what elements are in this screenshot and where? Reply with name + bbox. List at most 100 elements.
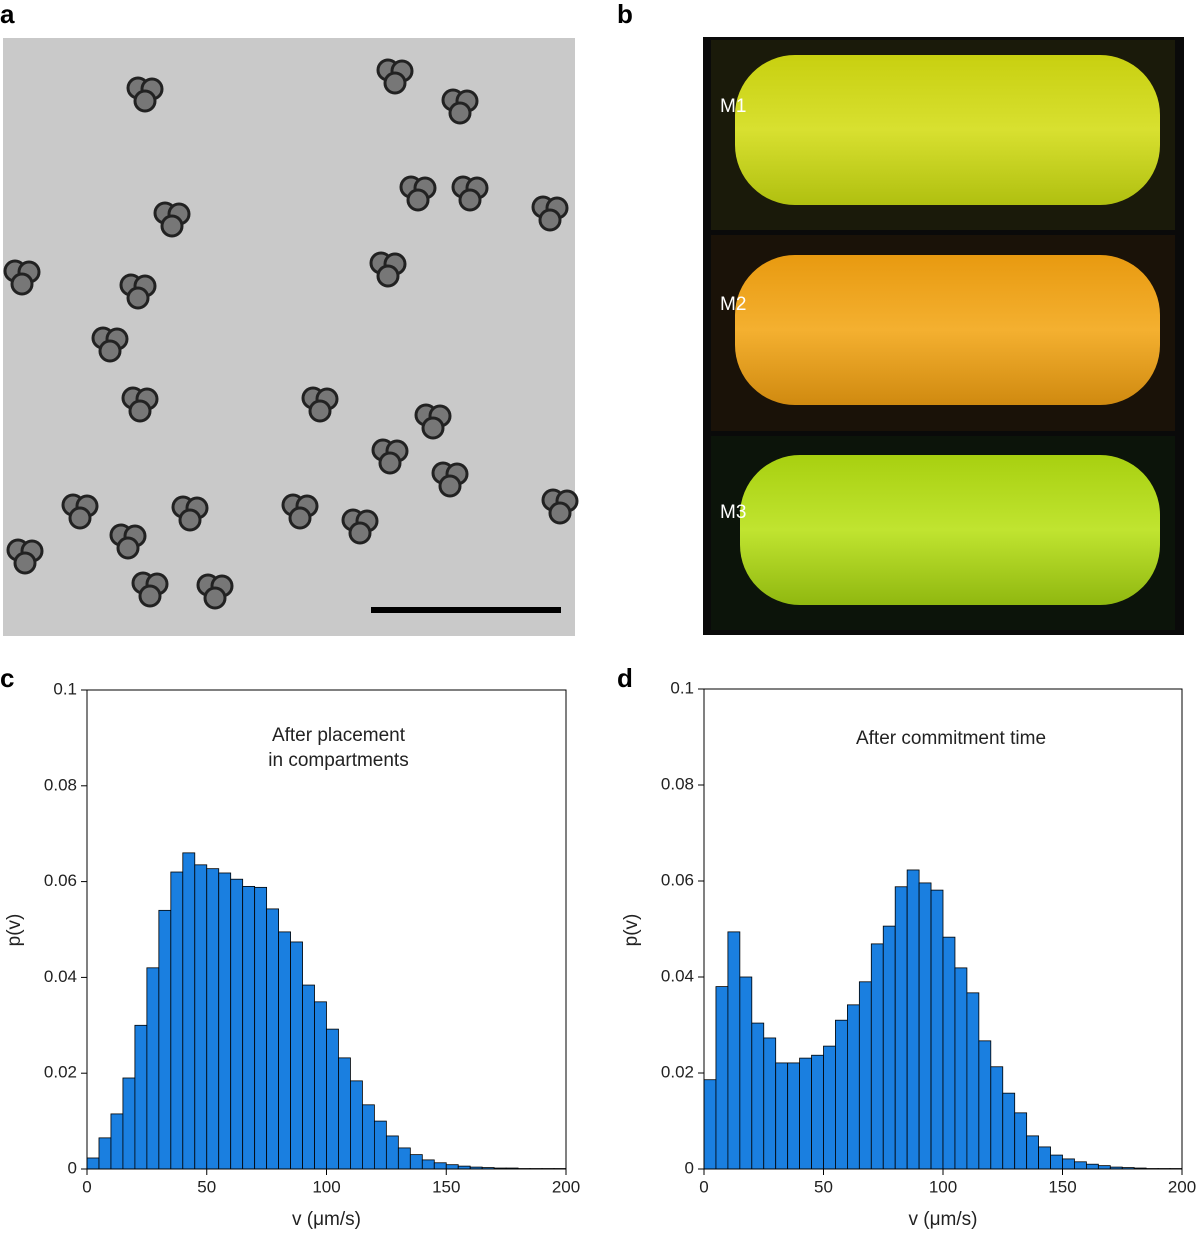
bar <box>122 1077 136 1170</box>
x-tick-label: 0 <box>699 1177 708 1196</box>
y-tick-label: 0 <box>68 1158 77 1177</box>
cell <box>406 188 430 212</box>
bar <box>158 909 172 1170</box>
cell <box>376 264 400 288</box>
cell <box>348 521 372 545</box>
panel-label: a <box>0 0 15 29</box>
bar <box>1026 1135 1040 1170</box>
bar <box>397 1147 411 1170</box>
bar <box>182 852 196 1170</box>
y-tick-label: 0.02 <box>44 1063 77 1082</box>
bar <box>218 872 232 1170</box>
cell <box>203 586 227 610</box>
bar <box>990 1066 1004 1170</box>
cell <box>128 399 152 423</box>
bar <box>894 886 908 1170</box>
bar <box>703 1079 717 1170</box>
x-axis-label: v (μm/s) <box>909 1209 978 1230</box>
y-tick-label: 0.08 <box>44 775 77 794</box>
bar <box>134 1024 148 1170</box>
cell <box>378 451 402 475</box>
cell <box>438 474 462 498</box>
bar <box>835 1019 848 1170</box>
bar <box>1097 1165 1111 1170</box>
flask <box>740 455 1160 605</box>
bar <box>98 1137 112 1170</box>
x-tick-label: 150 <box>1048 1177 1076 1196</box>
x-tick-label: 200 <box>552 1177 580 1196</box>
bar <box>1038 1146 1051 1170</box>
bar <box>823 1045 836 1170</box>
cell <box>98 339 122 363</box>
y-axis-label: p(v) <box>4 914 25 947</box>
cell <box>126 286 150 310</box>
bar <box>433 1162 447 1170</box>
bar <box>206 868 220 1170</box>
bar <box>338 1057 351 1170</box>
bar <box>954 967 968 1170</box>
x-axis-label: v (μm/s) <box>292 1209 361 1230</box>
bar <box>170 871 184 1170</box>
cell <box>383 71 407 95</box>
cell <box>116 536 140 560</box>
cell <box>160 214 184 238</box>
y-tick-label: 0.04 <box>661 966 694 985</box>
bar <box>110 1113 124 1170</box>
y-tick-label: 0 <box>685 1158 694 1177</box>
annotation: After commitment time <box>856 728 1046 749</box>
bar <box>906 869 920 1170</box>
y-tick-label: 0.02 <box>661 1062 694 1081</box>
bar <box>1014 1112 1028 1170</box>
micrograph <box>3 38 575 636</box>
bar <box>942 936 956 1170</box>
bar <box>314 1001 327 1170</box>
cell <box>288 506 312 530</box>
y-tick-label: 0.06 <box>661 870 694 889</box>
bar <box>1050 1154 1063 1170</box>
bar <box>799 1057 812 1170</box>
bar <box>930 889 944 1170</box>
x-tick-label: 150 <box>432 1177 460 1196</box>
cell <box>13 551 37 575</box>
cells <box>3 58 579 610</box>
flask-label: M3 <box>720 502 746 523</box>
x-tick-label: 50 <box>197 1177 216 1196</box>
bar <box>715 986 729 1170</box>
annotation: in compartments <box>268 750 408 771</box>
bar <box>385 1135 399 1170</box>
cell <box>10 272 34 296</box>
bar <box>421 1159 435 1170</box>
cell <box>178 508 202 532</box>
flask <box>735 55 1160 205</box>
cell <box>133 89 157 113</box>
cell <box>308 399 332 423</box>
flask-label: M2 <box>720 294 746 315</box>
cell <box>548 501 572 525</box>
bar <box>373 1120 387 1170</box>
cell <box>458 188 482 212</box>
bar <box>918 882 932 1170</box>
y-tick-label: 0.08 <box>661 774 694 793</box>
bar <box>870 943 884 1170</box>
bar <box>290 941 303 1170</box>
bar <box>882 925 896 1170</box>
cell <box>138 584 162 608</box>
bar <box>811 1054 824 1170</box>
x-tick-label: 0 <box>82 1177 91 1196</box>
y-tick-label: 0.06 <box>44 871 77 890</box>
bar <box>445 1164 459 1170</box>
bar <box>739 976 753 1170</box>
bar <box>847 1004 860 1170</box>
bar <box>278 931 291 1170</box>
x-tick-label: 200 <box>1168 1177 1196 1196</box>
cell <box>448 101 472 125</box>
y-tick-label: 0.04 <box>44 967 77 986</box>
x-tick-label: 50 <box>814 1177 833 1196</box>
bar <box>242 885 256 1170</box>
cell <box>421 416 445 440</box>
bar <box>362 1104 375 1170</box>
bar <box>1086 1163 1099 1170</box>
bar <box>86 1157 100 1170</box>
flask <box>735 255 1160 405</box>
